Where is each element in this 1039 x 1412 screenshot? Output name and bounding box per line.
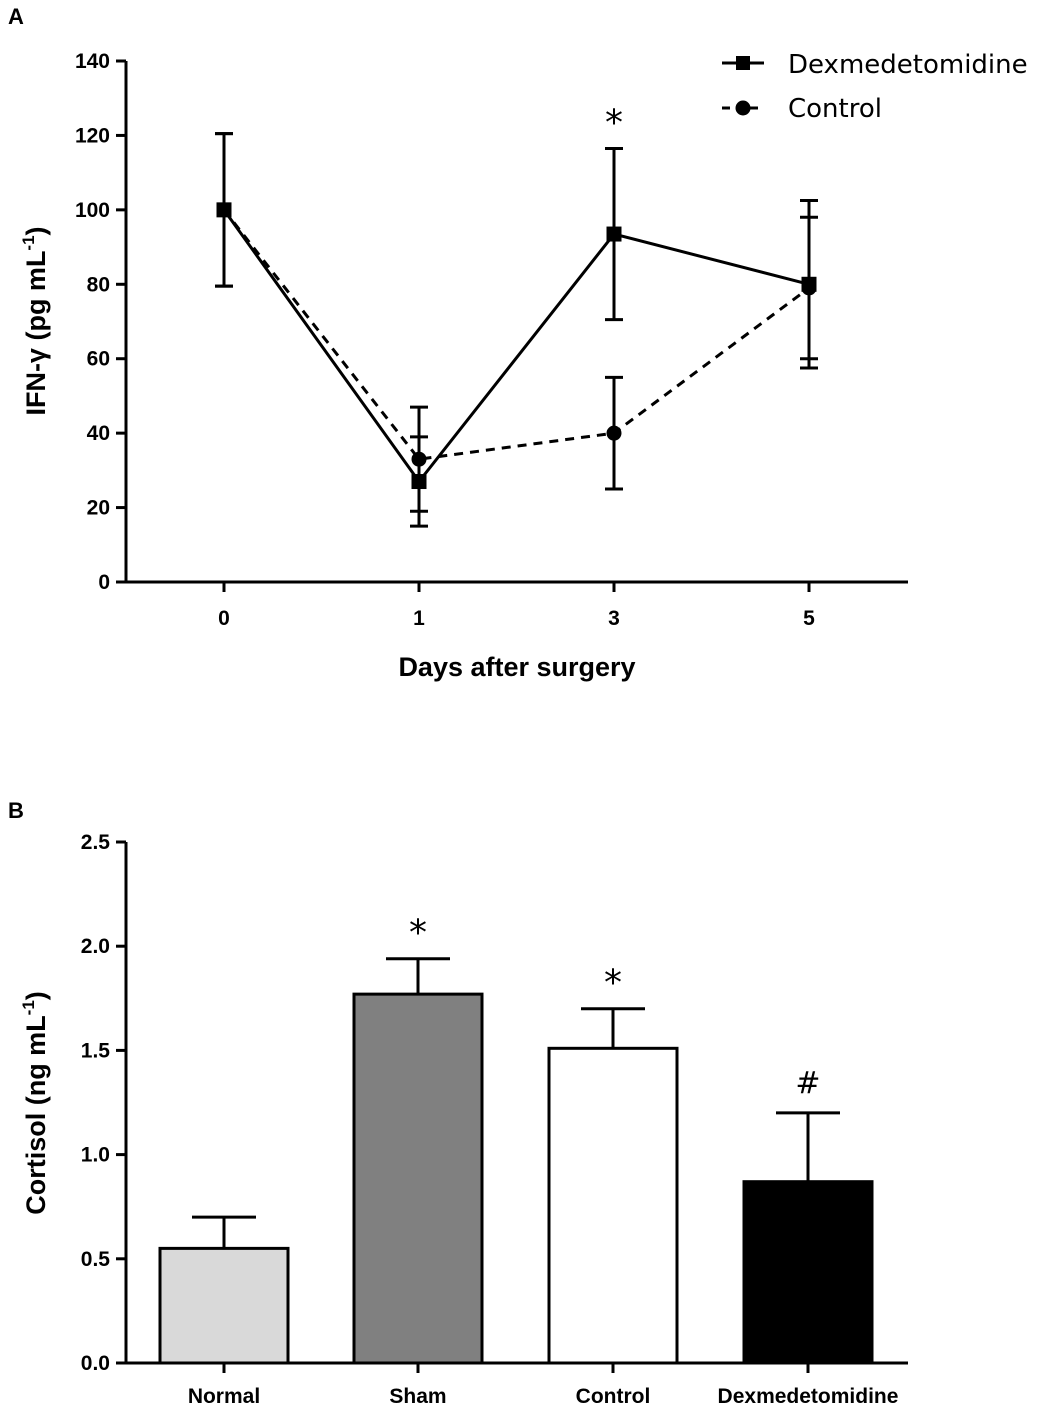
y-tick-label: 120 — [75, 124, 110, 147]
panel-b-y-label-close: ) — [21, 991, 51, 1000]
x-tick-label: 3 — [608, 607, 620, 630]
x-tick-label: Control — [576, 1385, 651, 1408]
panel-a: A 0 20 40 60 80 100 120 140 0 1 3 5 Days after sur… — [8, 4, 1028, 682]
panel-b-x-ticks: Normal Sham Control Dexmedetomidine — [188, 1363, 899, 1408]
y-tick-label: 0.0 — [81, 1352, 110, 1375]
x-tick-label: Dexmedetomidine — [718, 1385, 899, 1408]
legend-control-circle-icon — [735, 100, 751, 116]
legend-dex-label: Dexmedetomidine — [788, 50, 1028, 80]
dexmedetomidine-point — [801, 276, 817, 292]
y-tick-label: 1.5 — [81, 1039, 111, 1062]
panel-a-y-label-sup: -1 — [19, 235, 38, 250]
x-tick-label: 5 — [803, 607, 815, 630]
x-tick-label: Sham — [389, 1385, 446, 1408]
significance-marker: # — [795, 1066, 820, 1101]
bar-normal — [158, 1246, 290, 1365]
panel-a-series — [215, 132, 818, 528]
x-tick-label: 0 — [218, 607, 230, 630]
panel-a-annotations: * — [605, 102, 623, 143]
control-point — [606, 425, 622, 441]
y-tick-label: 100 — [75, 199, 110, 222]
panel-a-label: A — [8, 4, 24, 29]
significance-marker: * — [604, 963, 622, 1004]
control-point — [411, 451, 427, 467]
panel-b-label: B — [8, 798, 24, 823]
significance-marker: * — [409, 913, 427, 954]
panel-b-y-label-main: Cortisol (ng mL — [21, 1015, 51, 1214]
y-tick-label: 40 — [87, 422, 110, 445]
panel-a-y-label-main: IFN-γ (pg mL — [21, 251, 51, 416]
significance-marker: * — [605, 102, 623, 143]
dexmedetomidine-point — [411, 474, 427, 490]
panel-a-legend: Dexmedetomidine Control — [722, 50, 1028, 124]
y-tick-label: 0.5 — [81, 1248, 111, 1271]
bar-control — [547, 1046, 679, 1365]
legend-control-label: Control — [788, 94, 882, 124]
panel-b-bars — [158, 957, 874, 1365]
y-tick-label: 1.0 — [81, 1144, 110, 1167]
panel-b-annotations: * * # — [409, 913, 821, 1101]
dexmedetomidine-point — [216, 202, 232, 218]
x-tick-label: 1 — [413, 607, 425, 630]
bar-sham — [352, 992, 484, 1365]
panel-b-y-ticks: 0.0 0.5 1.0 1.5 2.0 2.5 — [81, 831, 126, 1375]
y-tick-label: 80 — [87, 273, 110, 296]
y-tick-label: 2.5 — [81, 831, 111, 854]
y-tick-label: 60 — [87, 348, 110, 371]
panel-a-y-label: IFN-γ (pg mL-1) — [19, 226, 51, 415]
dexmedetomidine-point — [606, 226, 622, 242]
x-tick-label: Normal — [188, 1385, 260, 1408]
panel-b: B 0.0 0.5 1.0 1.5 2.0 2.5 Normal Sham Control De… — [8, 798, 908, 1408]
y-tick-label: 0 — [98, 571, 110, 594]
bar-dexmedetomidine — [742, 1180, 874, 1365]
dexmedetomidine-series-line — [222, 208, 810, 485]
legend-dex-square-icon — [736, 56, 750, 70]
panel-a-x-ticks: 0 1 3 5 — [218, 582, 815, 630]
panel-b-y-label: Cortisol (ng mL-1) — [19, 991, 51, 1215]
y-tick-label: 20 — [87, 497, 110, 520]
panel-a-axes — [124, 61, 908, 584]
y-tick-label: 2.0 — [81, 935, 110, 958]
panel-a-y-label-close: ) — [21, 226, 51, 235]
panel-a-x-label: Days after surgery — [398, 652, 635, 682]
panel-b-y-label-sup: -1 — [19, 1000, 38, 1015]
y-tick-label: 140 — [75, 50, 110, 73]
panel-a-y-ticks: 0 20 40 60 80 100 120 140 — [75, 50, 126, 594]
